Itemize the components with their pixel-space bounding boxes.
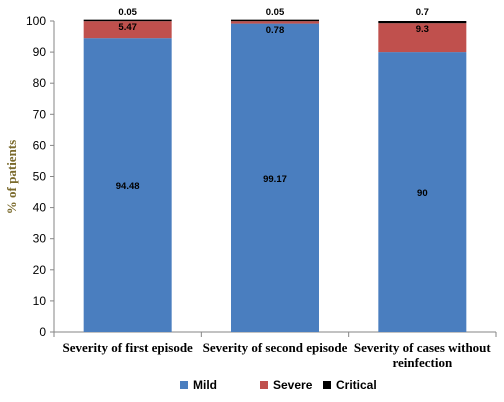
y-tick-labels: 0 10 20 30 40 50 60 70 80 90 100 [26, 14, 46, 339]
bar-critical-2 [231, 19, 319, 22]
bar-mild-1 [83, 38, 172, 332]
category-label-2: Severity of second episode [203, 340, 348, 355]
data-label-critical-3: 0.7 [416, 7, 429, 18]
bar-severe-3 [378, 23, 467, 53]
bar-mild-3 [378, 52, 467, 332]
data-label-mild-3: 90 [417, 188, 428, 199]
legend: Mild Severe Critical [180, 378, 377, 392]
category-label-1: Severity of first episode [62, 340, 193, 355]
data-label-severe-3: 9.3 [416, 24, 429, 35]
legend-swatch-severe [260, 381, 268, 389]
y-tick-label: 90 [33, 45, 47, 59]
y-tick-label: 20 [33, 263, 47, 277]
bars [83, 19, 467, 333]
category-labels: Severity of first episode Severity of sec… [62, 340, 491, 370]
y-tick-label: 80 [33, 76, 47, 90]
data-labels: 94.48 5.47 0.05 99.17 0.78 0.05 90 9.3 0.7 [116, 7, 429, 199]
data-label-severe-1: 5.47 [118, 22, 137, 33]
data-label-critical-1: 0.05 [118, 7, 137, 18]
bar-severe-1 [83, 21, 172, 39]
legend-swatch-critical [323, 381, 331, 389]
y-axis-label: % of patients [4, 140, 19, 214]
y-tick-label: 60 [33, 138, 47, 152]
legend-label-mild: Mild [193, 378, 217, 392]
y-tick-label: 100 [26, 14, 46, 28]
y-tick-label: 30 [33, 232, 47, 246]
bar-severe-2 [231, 21, 319, 24]
legend-label-critical: Critical [336, 378, 377, 392]
y-tick-label: 40 [33, 201, 47, 215]
y-tick-label: 0 [39, 325, 46, 339]
data-label-critical-2: 0.05 [266, 7, 285, 18]
legend-swatch-mild [180, 381, 188, 389]
category-label-3: reinfection [392, 355, 452, 370]
legend-label-severe: Severe [273, 378, 313, 392]
bar-critical-3 [378, 21, 467, 24]
y-tick-label: 70 [33, 107, 47, 121]
data-label-mild-1: 94.48 [116, 181, 140, 192]
category-label-3: Severity of cases without [354, 340, 492, 355]
bar-critical-1 [83, 19, 172, 22]
y-tick-label: 10 [33, 294, 47, 308]
bar-mild-2 [231, 23, 319, 333]
y-tick-label: 50 [33, 170, 47, 184]
data-label-mild-2: 99.17 [263, 174, 287, 185]
data-label-severe-2: 0.78 [266, 25, 285, 36]
